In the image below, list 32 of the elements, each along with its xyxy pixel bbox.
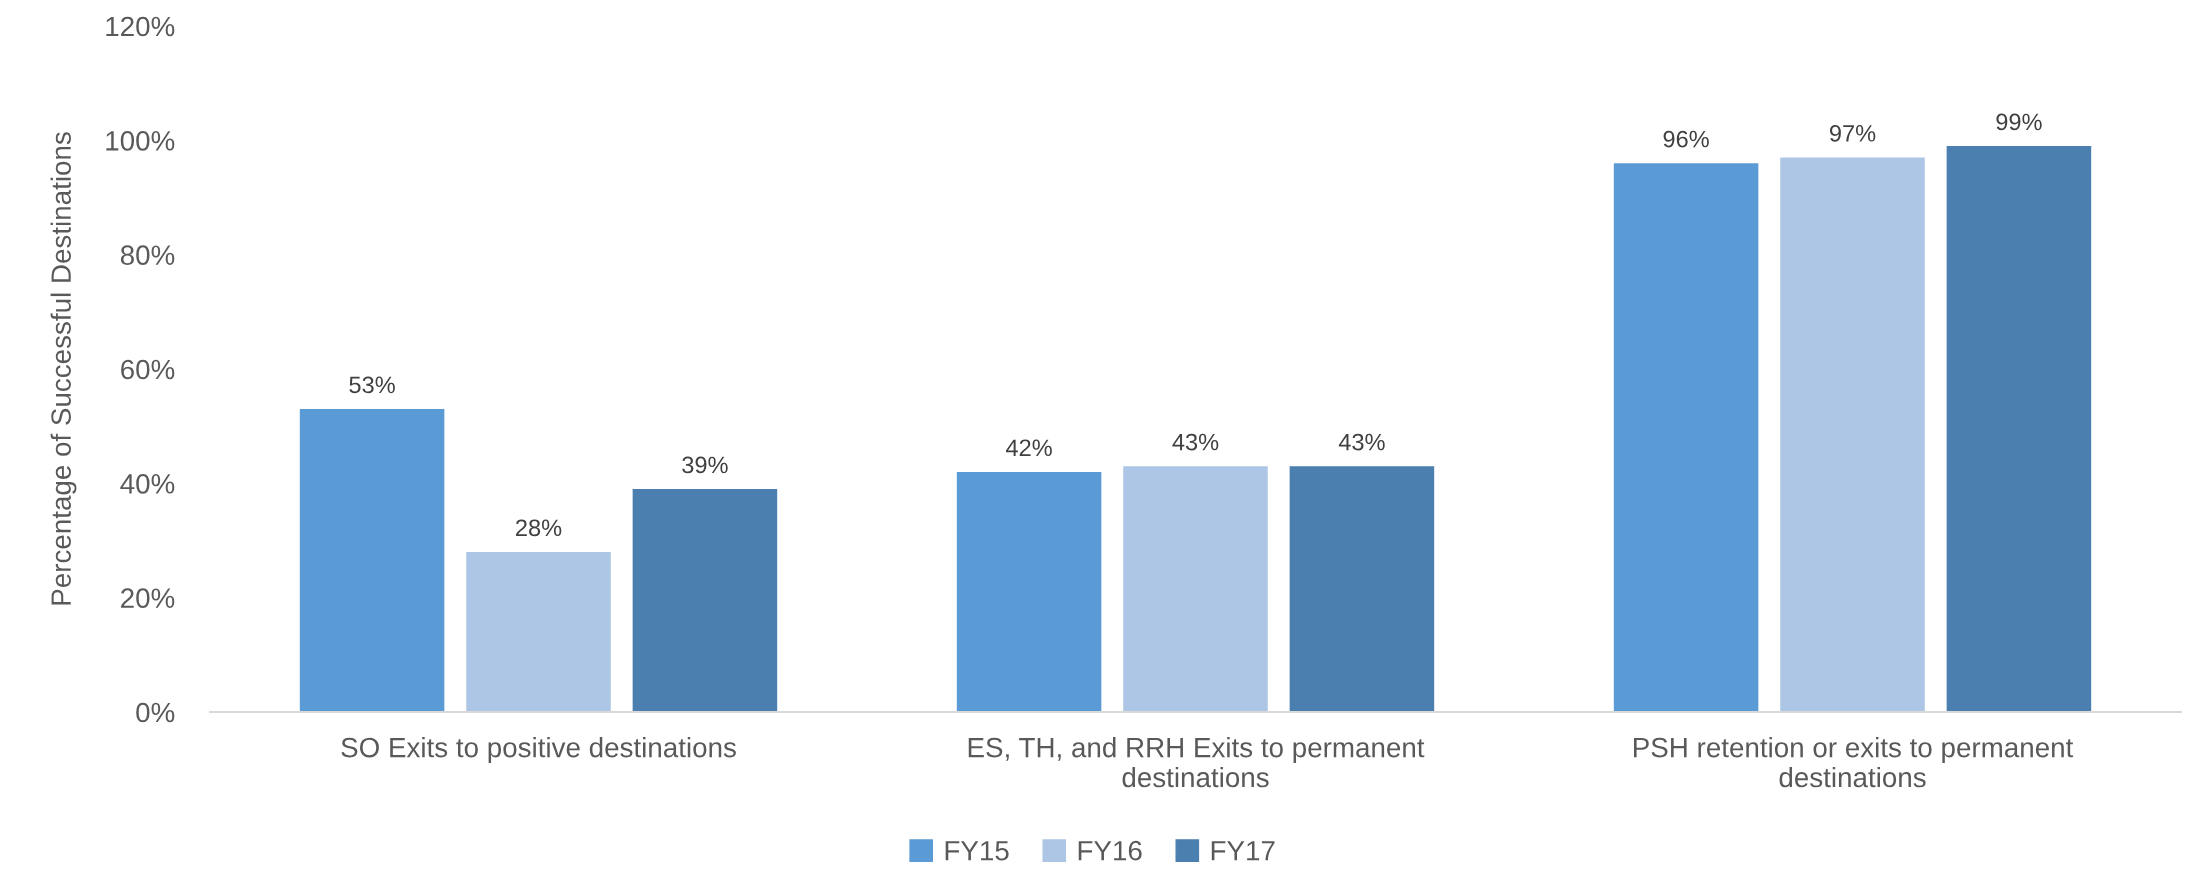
y-tick-label: 20%: [121, 588, 175, 609]
y-tick-label: 100%: [106, 131, 175, 151]
bar: [632, 489, 778, 712]
bar: [956, 471, 1102, 712]
data-label: 28%: [516, 519, 562, 537]
data-label: 53%: [349, 376, 395, 394]
data-label: 42%: [1006, 439, 1052, 457]
data-label: 99%: [1996, 113, 2042, 131]
legend-label: FY16: [1078, 840, 1142, 861]
y-axis-title: Percentage of Successful Destinations: [50, 132, 77, 605]
legend-label: FY15: [945, 841, 1009, 861]
x-tick-label: SO Exits to positive destinations: [341, 737, 736, 763]
bar: [299, 409, 445, 712]
x-tick-label: ES, TH, and RRH Exits to permanent destinations: [968, 737, 1425, 788]
bar: [1289, 466, 1435, 712]
y-tick-label: 40%: [120, 474, 175, 494]
y-tick-label: 0%: [136, 702, 175, 723]
bar: [1123, 466, 1268, 712]
data-label: 43%: [1172, 433, 1219, 451]
y-tick-label: 120%: [106, 16, 175, 37]
bar: [1780, 157, 1925, 712]
data-label: 43%: [1338, 433, 1385, 451]
data-label: 96%: [1663, 130, 1709, 148]
data-label: 97%: [1829, 124, 1876, 142]
data-label: 39%: [682, 456, 728, 474]
y-tick-label: 60%: [121, 359, 175, 380]
y-tick-label: 80%: [120, 245, 175, 266]
bar: [1946, 146, 2092, 712]
x-tick-label: PSH retention or exits to permanent destinations: [1634, 737, 2074, 788]
bar: [1613, 163, 1759, 712]
bar: [466, 551, 611, 712]
legend-label: FY17: [1211, 841, 1275, 861]
